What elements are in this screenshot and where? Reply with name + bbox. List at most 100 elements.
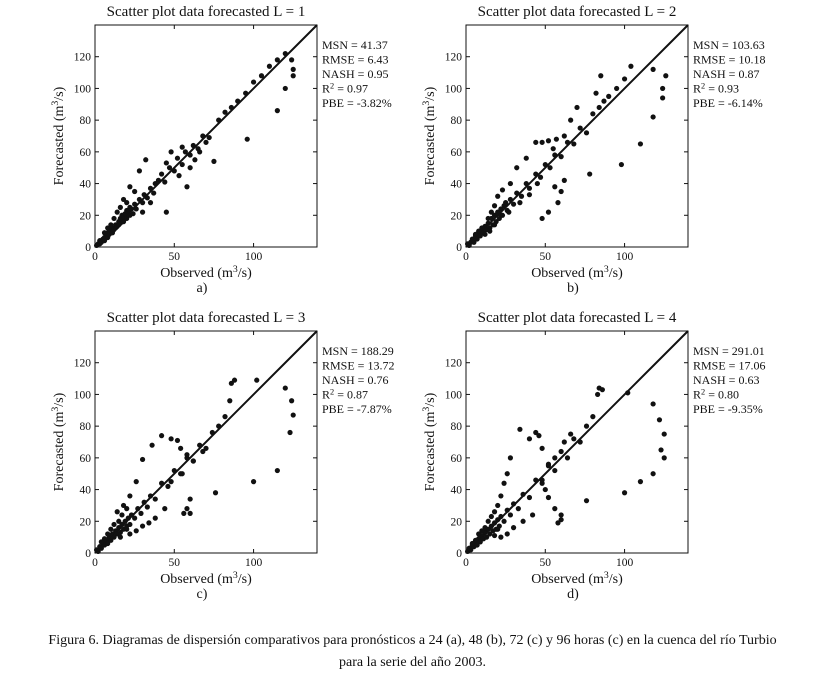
data-point [606, 93, 612, 99]
chart-title: Scatter plot data forecasted L = 3 [107, 310, 306, 326]
data-point [287, 429, 293, 436]
y-tick-label: 20 [451, 516, 463, 528]
data-point [132, 515, 138, 521]
data-point [211, 158, 217, 164]
data-point [479, 225, 485, 231]
y-tick-label: 100 [445, 83, 463, 95]
y-tick-label: 120 [74, 358, 92, 370]
stat-text: R2 = 0.93 [693, 81, 739, 96]
data-point [476, 531, 482, 537]
data-point [133, 528, 139, 534]
data-point [660, 95, 666, 101]
data-point [119, 521, 125, 528]
data-point [555, 520, 561, 526]
data-point [523, 180, 529, 187]
data-point [117, 204, 123, 210]
data-point [116, 525, 122, 531]
y-tick-label: 60 [80, 147, 92, 159]
stat-text: PBE = -3.82% [322, 96, 392, 110]
data-point [197, 149, 203, 155]
data-point [555, 200, 561, 206]
plot-area-frame [94, 24, 318, 248]
data-point [539, 139, 545, 145]
data-point [577, 439, 583, 445]
scatter-panel-2: Scatter plot data forecasted L = 2 0 50 100… [421, 4, 766, 296]
y-tick-label: 20 [451, 210, 463, 222]
data-point [485, 215, 491, 222]
data-point [282, 85, 288, 92]
data-point [596, 104, 602, 111]
chart-title: Scatter plot data forecasted L = 2 [478, 4, 677, 20]
plot-area-frame [94, 330, 318, 554]
y-tick-label: 80 [80, 115, 92, 127]
stat-text: R2 = 0.80 [693, 387, 739, 402]
data-point [101, 536, 108, 542]
data-point [216, 423, 222, 429]
stat-text: RMSE = 10.18 [693, 53, 765, 67]
data-point [178, 445, 184, 451]
data-point [124, 506, 130, 512]
data-point [537, 174, 544, 180]
data-point [517, 200, 523, 206]
data-point [561, 439, 567, 445]
data-point [162, 506, 168, 512]
stat-text: PBE = -6.14% [693, 96, 763, 110]
data-point [501, 480, 507, 486]
data-point [290, 73, 296, 79]
data-point [289, 57, 295, 63]
data-point [108, 537, 114, 543]
data-point [209, 429, 215, 436]
data-point [515, 506, 521, 512]
y-tick-label: 40 [451, 485, 463, 497]
data-point [274, 108, 280, 114]
data-point [503, 200, 509, 206]
data-point [526, 185, 533, 191]
data-point [289, 398, 295, 404]
data-point [558, 448, 564, 455]
y-tick-label: 40 [80, 179, 92, 191]
data-point [182, 149, 188, 155]
data-point [250, 479, 257, 485]
data-point [552, 455, 558, 461]
data-point [621, 490, 628, 496]
data-point [552, 152, 558, 158]
data-point [132, 201, 138, 207]
data-point [488, 209, 494, 215]
data-point [587, 171, 593, 177]
data-point [130, 211, 136, 217]
data-point [222, 414, 228, 420]
data-point [111, 521, 117, 528]
data-point [139, 200, 146, 206]
data-point [526, 436, 533, 442]
data-point [520, 491, 526, 497]
data-point [203, 139, 209, 145]
data-point [498, 206, 504, 212]
data-point [660, 85, 666, 92]
data-point [547, 165, 553, 171]
data-point [212, 490, 219, 496]
data-point [190, 458, 196, 464]
data-point [159, 433, 165, 439]
data-point [514, 165, 520, 171]
data-point [117, 534, 123, 540]
data-point [187, 496, 193, 502]
data-point [553, 136, 559, 142]
data-point [533, 139, 539, 145]
data-point [590, 414, 596, 420]
data-point [250, 79, 257, 85]
data-point [518, 193, 525, 199]
data-point [650, 401, 656, 407]
y-tick-label: 120 [74, 52, 92, 64]
data-point [159, 480, 165, 486]
data-point [166, 165, 173, 171]
data-point [661, 431, 667, 437]
data-point [491, 532, 498, 539]
x-tick-label: 0 [463, 251, 469, 263]
data-point [244, 136, 250, 142]
data-point [568, 431, 574, 437]
data-point [147, 200, 154, 206]
data-point [599, 387, 605, 393]
data-point [491, 222, 498, 228]
data-point [168, 149, 174, 155]
data-point [485, 518, 491, 524]
